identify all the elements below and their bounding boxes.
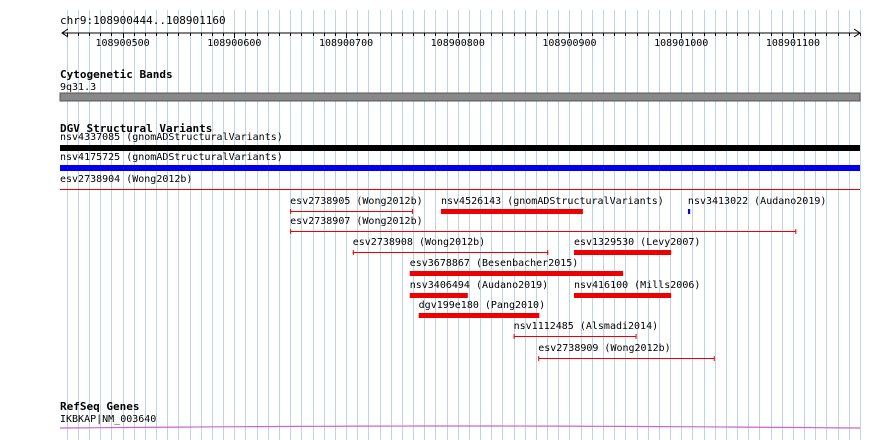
refseq-track: RefSeq Genes IKBKAP|NM_003640	[59, 400, 861, 429]
ruler-tick-label: 108900900	[542, 38, 596, 49]
dgv-variant-nsv3406494[interactable]: nsv3406494 (Audano2019)	[409, 280, 548, 298]
dgv-variant-nsv4337085[interactable]: nsv4337085 (gnomADStructuralVariants)	[60, 132, 860, 151]
variant-bar[interactable]	[687, 209, 691, 214]
ruler-track: chr9:108900444..108901160 108900500 10890…	[60, 14, 861, 49]
ruler-ticks: 108900500 108900600 108900700 108900800 1089…	[67, 33, 861, 49]
dgv-variant-esv2738908[interactable]: esv2738908 (Wong2012b)	[352, 237, 549, 255]
refseq-gene-label: IKBKAP|NM_003640	[60, 414, 156, 425]
dgv-variant-esv2738909[interactable]: esv2738909 (Wong2012b)	[538, 343, 715, 361]
dgv-variant-esv2738904[interactable]: esv2738904 (Wong2012b)	[60, 174, 860, 190]
variant-label: dgv199e180 (Pang2010)	[419, 300, 545, 311]
dgv-variant-nsv4175725[interactable]: nsv4175725 (gnomADStructuralVariants)	[60, 152, 860, 171]
variant-bar[interactable]	[573, 293, 672, 298]
variant-label: esv3678867 (Besenbacher2015)	[410, 258, 579, 269]
dgv-variant-esv1329530[interactable]: esv1329530 (Levy2007)	[573, 237, 700, 255]
cytoband-track: Cytogenetic Bands 9q31.3	[59, 68, 861, 102]
cytoband-track-title: Cytogenetic Bands	[60, 68, 173, 81]
variant-label: nsv1112485 (Alsmadi2014)	[514, 321, 659, 332]
variant-label: esv2738905 (Wong2012b)	[290, 196, 422, 207]
dgv-track-title: DGV Structural Variants	[60, 122, 212, 135]
variant-bar[interactable]	[441, 209, 583, 214]
ruler-tick-label: 108900800	[431, 38, 485, 49]
dgv-variant-nsv3413022[interactable]: nsv3413022 (Audano2019)	[687, 196, 826, 214]
ruler-tick-label: 108900700	[319, 38, 373, 49]
variant-label: esv2738904 (Wong2012b)	[60, 174, 192, 185]
cytoband-bar[interactable]	[59, 92, 861, 102]
ruler-tick-label: 108900500	[95, 38, 149, 49]
variant-label: nsv3413022 (Audano2019)	[688, 196, 826, 207]
cytoband-label: 9q31.3	[60, 82, 96, 93]
variant-bar[interactable]	[409, 271, 624, 276]
variant-label: nsv4337085 (gnomADStructuralVariants)	[60, 132, 283, 143]
variant-label: esv2738907 (Wong2012b)	[290, 216, 422, 227]
dgv-variant-esv2738907[interactable]: esv2738907 (Wong2012b)	[290, 216, 797, 234]
variant-label: nsv416100 (Mills2006)	[574, 280, 700, 291]
dgv-variant-dgv199e180[interactable]: dgv199e180 (Pang2010)	[418, 300, 545, 318]
dgv-track: DGV Structural Variants nsv4337085 (gnom…	[60, 122, 860, 361]
variant-bar[interactable]	[573, 250, 672, 255]
variant-bar[interactable]	[418, 313, 540, 318]
ruler-tick-label: 108901000	[654, 38, 708, 49]
dgv-variant-esv3678867[interactable]: esv3678867 (Besenbacher2015)	[409, 258, 624, 276]
ruler-tick-label: 108901100	[766, 38, 820, 49]
dgv-variant-nsv4526143[interactable]: nsv4526143 (gnomADStructuralVariants)	[441, 196, 664, 214]
dgv-features: nsv4337085 (gnomADStructuralVariants) nsv…	[60, 132, 860, 361]
variant-label: nsv4175725 (gnomADStructuralVariants)	[60, 152, 283, 163]
refseq-gene-feature[interactable]	[59, 425, 861, 429]
dgv-variant-esv2738905[interactable]: esv2738905 (Wong2012b)	[290, 196, 423, 214]
variant-bar[interactable]	[60, 145, 860, 151]
region-label: chr9:108900444..108901160	[60, 14, 226, 27]
variant-label: esv1329530 (Levy2007)	[574, 237, 700, 248]
variant-bar[interactable]	[60, 165, 860, 171]
variant-label: nsv3406494 (Audano2019)	[410, 280, 548, 291]
dgv-variant-nsv1112485[interactable]: nsv1112485 (Alsmadi2014)	[513, 321, 659, 339]
dgv-variant-nsv416100[interactable]: nsv416100 (Mills2006)	[573, 280, 700, 298]
vertical-grid	[67, 10, 861, 440]
ruler-tick-label: 108900600	[207, 38, 261, 49]
variant-label: esv2738908 (Wong2012b)	[353, 237, 485, 248]
ruler-left-arrow-icon	[61, 28, 69, 38]
variant-label: esv2738909 (Wong2012b)	[538, 343, 670, 354]
variant-bar[interactable]	[409, 293, 468, 298]
variant-label: nsv4526143 (gnomADStructuralVariants)	[441, 196, 664, 207]
refseq-track-title: RefSeq Genes	[60, 400, 139, 413]
